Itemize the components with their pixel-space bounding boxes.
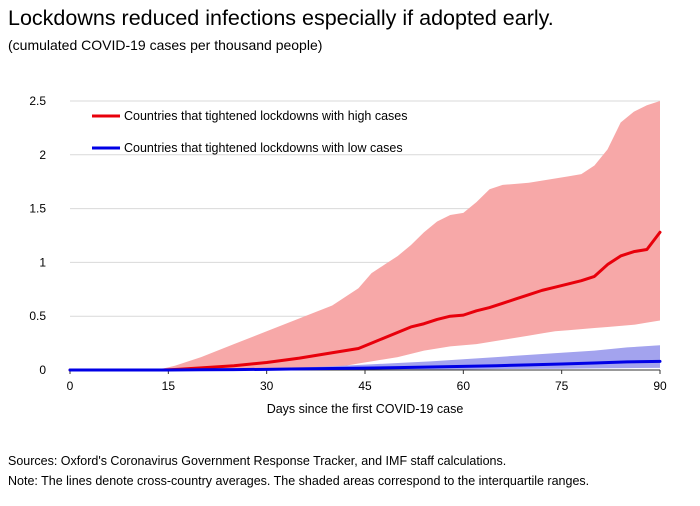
x-axis-label: Days since the first COVID-19 case [267,402,464,416]
mean-lines [68,230,662,372]
x-tick-label: 60 [457,379,471,393]
x-tick-label: 90 [653,379,667,393]
chart-subtitle: (cumulated COVID-19 cases per thousand p… [8,37,323,53]
y-tick-label: 1.5 [29,202,46,216]
y-tick-label: 0.5 [29,309,46,323]
y-tick-label: 2 [39,148,46,162]
mean-line-series-1 [68,230,662,372]
y-tick-label: 1 [39,255,46,269]
x-tick-label: 0 [67,379,74,393]
iqr-band-series-1 [70,101,660,370]
x-tick-label: 75 [555,379,569,393]
footnote: Note: The lines denote cross-country ave… [8,474,590,488]
legend-label-series-1: Countries that tightened lockdowns with … [124,109,408,123]
y-tick-label: 0 [39,363,46,377]
legend: Countries that tightened lockdowns with … [92,109,408,155]
x-tick-label: 45 [358,379,372,393]
x-tick-label: 30 [260,379,274,393]
line-chart: 0 0.5 1 1.5 2 2.5 0 15 30 45 60 75 90 Days since the … [29,94,667,416]
legend-label-series-2: Countries that tightened lockdowns with … [124,141,403,155]
y-tick-label: 2.5 [29,94,46,108]
chart-title: Lockdowns reduced infections especially … [8,6,554,30]
sources-note: Sources: Oxford's Coronavirus Government… [8,454,507,468]
mean-line-series-2 [68,359,662,372]
x-tick-label: 15 [162,379,176,393]
